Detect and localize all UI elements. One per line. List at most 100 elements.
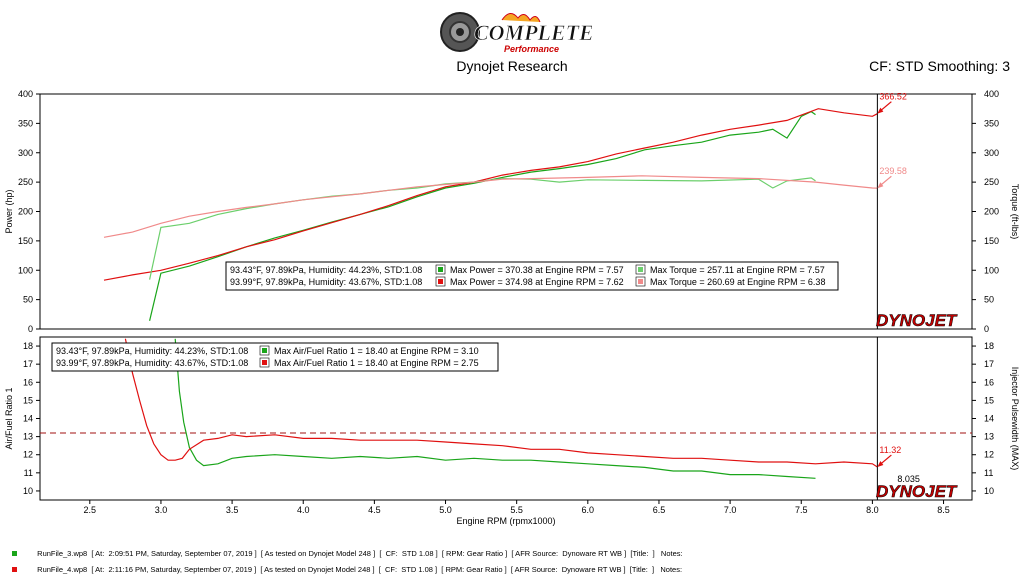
y-tick-label: 14 xyxy=(23,414,33,424)
x-tick-label: 8.5 xyxy=(937,505,950,515)
y-tick-label: 18 xyxy=(23,341,33,351)
y2-tick-label: 100 xyxy=(984,265,999,275)
y-tick-label: 0 xyxy=(28,324,33,334)
series-power-run4 xyxy=(103,108,878,281)
y2-tick-label: 15 xyxy=(984,395,994,405)
chart-panel-air-fuel: 10 10 11 11 12 12 13 13 14 14 15 15 16 16 17 17 18 18 Air/… xyxy=(4,336,1020,526)
x-tick-label: 4.5 xyxy=(368,505,381,515)
y-tick-label: 100 xyxy=(18,265,33,275)
series-afr-run3 xyxy=(174,338,816,479)
y-tick-label: 350 xyxy=(18,118,33,128)
legend-max-value: Max Power = 370.38 at Engine RPM = 7.57 xyxy=(450,265,624,275)
cursor-value-label: 8.035 xyxy=(897,474,920,484)
y2-tick-label: 150 xyxy=(984,236,999,246)
legend-max-value: Max Air/Fuel Ratio 1 = 18.40 at Engine R… xyxy=(274,346,479,356)
dynojet-watermark: DYNOJET xyxy=(876,482,958,501)
annotation-arrowhead xyxy=(877,182,884,189)
y2-tick-label: 300 xyxy=(984,148,999,158)
legend-swatch xyxy=(638,279,643,284)
y2-tick-label: 18 xyxy=(984,341,994,351)
legend-max-torque: Max Torque = 260.69 at Engine RPM = 6.38 xyxy=(650,277,825,287)
x-tick-label: 5.5 xyxy=(510,505,523,515)
run4-swatch xyxy=(12,567,18,572)
y-tick-label: 11 xyxy=(24,468,33,478)
correction-factor-label: CF: STD Smoothing: 3 xyxy=(869,58,1010,74)
dynojet-watermark: DYNOJET xyxy=(876,311,958,330)
x-tick-label: 2.5 xyxy=(84,505,97,515)
annotation-arrowhead xyxy=(877,461,884,468)
run3-swatch xyxy=(12,551,18,556)
chart-title: Dynojet Research xyxy=(456,58,568,74)
y-tick-label: 16 xyxy=(23,377,33,387)
y-tick-label: 250 xyxy=(18,177,33,187)
svg-text:Performance: Performance xyxy=(504,44,559,54)
x-tick-label: 4.0 xyxy=(297,505,310,515)
complete-performance-logo: COMPLETE Performance xyxy=(432,8,594,58)
x-tick-label: 7.0 xyxy=(724,505,737,515)
y2-axis-label: Torque (ft-lbs) xyxy=(1010,184,1020,240)
x-tick-label: 7.5 xyxy=(795,505,808,515)
y-tick-label: 17 xyxy=(23,359,33,369)
series-afr-run4 xyxy=(124,338,878,468)
run3-footer-text: RunFile_3.wp8 [ At: 2:09:51 PM, Saturday… xyxy=(37,549,683,558)
y2-tick-label: 16 xyxy=(984,377,994,387)
footer-run4: RunFile_4.wp8 [ At: 2:11:16 PM, Saturday… xyxy=(8,556,682,574)
y-axis-label: Power (hp) xyxy=(4,189,14,233)
x-tick-label: 3.5 xyxy=(226,505,239,515)
y2-tick-label: 200 xyxy=(984,207,999,217)
y-tick-label: 13 xyxy=(23,432,33,442)
legend-swatch xyxy=(262,360,267,365)
y-tick-label: 50 xyxy=(23,295,33,305)
legend-conditions: 93.99°F, 97.89kPa, Humidity: 43.67%, STD… xyxy=(230,277,422,287)
y2-tick-label: 17 xyxy=(984,359,994,369)
x-tick-label: 8.0 xyxy=(866,505,879,515)
y-tick-label: 10 xyxy=(23,486,33,496)
y-tick-label: 300 xyxy=(18,148,33,158)
legend-max-torque: Max Torque = 257.11 at Engine RPM = 7.57 xyxy=(650,265,825,275)
y2-tick-label: 250 xyxy=(984,177,999,187)
legend-max-value: Max Power = 374.98 at Engine RPM = 7.62 xyxy=(450,277,624,287)
x-axis-label: Engine RPM (rpmx1000) xyxy=(456,516,555,526)
y-tick-label: 12 xyxy=(23,450,33,460)
y2-tick-label: 13 xyxy=(984,432,994,442)
y2-tick-label: 50 xyxy=(984,295,994,305)
legend-swatch xyxy=(262,348,267,353)
x-tick-label: 6.0 xyxy=(582,505,595,515)
plot-frame xyxy=(39,93,973,330)
y2-tick-label: 11 xyxy=(984,468,993,478)
y-tick-label: 200 xyxy=(18,207,33,217)
run4-footer-text: RunFile_4.wp8 [ At: 2:11:16 PM, Saturday… xyxy=(37,565,683,574)
legend-conditions: 93.43°F, 97.89kPa, Humidity: 44.23%, STD… xyxy=(56,346,248,356)
x-tick-label: 6.5 xyxy=(653,505,666,515)
annotation-value: 239.58 xyxy=(879,166,907,176)
footer-run3: RunFile_3.wp8 [ At: 2:09:51 PM, Saturday… xyxy=(8,540,683,558)
y2-tick-label: 350 xyxy=(984,118,999,128)
x-tick-label: 5.0 xyxy=(439,505,452,515)
annotation-value: 366.52 xyxy=(879,92,907,102)
y2-tick-label: 14 xyxy=(984,414,994,424)
series-power-run3 xyxy=(149,110,816,321)
legend-conditions: 93.99°F, 97.89kPa, Humidity: 43.67%, STD… xyxy=(56,358,248,368)
y-tick-label: 400 xyxy=(18,89,33,99)
y2-axis-label: Injector Pulsewidth (MAX) xyxy=(1010,367,1020,471)
annotation-value: 11.32 xyxy=(879,445,901,455)
legend-swatch xyxy=(438,267,443,272)
chart-panel-power-torque: 0 0 50 50 100 100 150 150 200 200 250 250 300 300 350 3… xyxy=(4,89,1020,334)
legend-conditions: 93.43°F, 97.89kPa, Humidity: 44.23%, STD… xyxy=(230,265,422,275)
legend-box xyxy=(225,261,839,291)
y2-tick-label: 12 xyxy=(984,450,994,460)
legend-swatch xyxy=(638,267,643,272)
svg-text:COMPLETE: COMPLETE xyxy=(474,20,592,45)
legend-box xyxy=(51,342,499,372)
y2-tick-label: 400 xyxy=(984,89,999,99)
y-tick-label: 15 xyxy=(23,395,33,405)
y2-tick-label: 0 xyxy=(984,324,989,334)
y-tick-label: 150 xyxy=(18,236,33,246)
x-tick-label: 3.0 xyxy=(155,505,168,515)
series-torque-run4 xyxy=(103,175,878,238)
y2-tick-label: 10 xyxy=(984,486,994,496)
annotation-arrowhead xyxy=(877,107,884,114)
y-axis-label: Air/Fuel Ratio 1 xyxy=(4,387,14,449)
legend-max-value: Max Air/Fuel Ratio 1 = 18.40 at Engine R… xyxy=(274,358,479,368)
